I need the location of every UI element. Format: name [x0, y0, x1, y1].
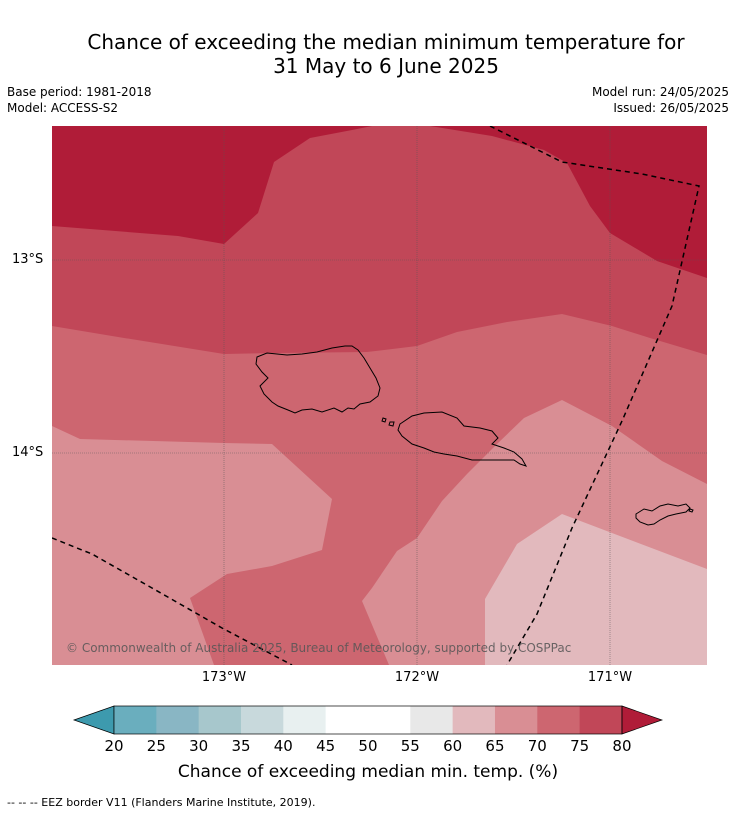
colorbar-cell: [579, 706, 623, 734]
meta-right: Model run: 24/05/2025 Issued: 26/05/2025: [592, 84, 729, 116]
colorbar-cell: [114, 706, 157, 734]
colorbar: [72, 705, 664, 735]
colorbar-tick-label: 60: [443, 737, 463, 755]
copyright-notice: © Commonwealth of Australia 2025, Bureau…: [66, 641, 572, 655]
colorbar-tick-label: 65: [485, 737, 505, 755]
colorbar-tick-label: 70: [527, 737, 547, 755]
eez-border: [52, 126, 700, 665]
colorbar-cell: [537, 706, 581, 734]
savaii-island: [255, 345, 381, 414]
colorbar-cell: [452, 706, 496, 734]
colorbar-cell: [156, 706, 200, 734]
colorbar-tick-label: 40: [273, 737, 293, 755]
region-gt-80-east: [430, 126, 707, 278]
model-name: Model: ACCESS-S2: [7, 101, 119, 115]
colorbar-tick-label: 80: [612, 737, 632, 755]
tutuila-island: [635, 503, 691, 526]
map-title: Chance of exceeding the median minimum t…: [0, 30, 736, 78]
colorbar-tick-label: 20: [104, 737, 124, 755]
colorbar-tick-label: 55: [400, 737, 420, 755]
lat-label-13s: 13°S: [12, 252, 44, 267]
colorbar-cell: [410, 706, 454, 734]
lat-label-14s: 14°S: [12, 445, 44, 460]
colorbar-arrow-high: [621, 705, 664, 735]
colorbar-cell: [494, 706, 538, 734]
colorbar-cell: [367, 706, 411, 734]
upolu-island: [397, 411, 528, 467]
colorbar-cell: [283, 706, 327, 734]
title-line-2: 31 May to 6 June 2025: [273, 54, 499, 78]
colorbar-cell: [325, 706, 369, 734]
colorbar-tick-label: 35: [231, 737, 251, 755]
colorbar-cell: [198, 706, 242, 734]
probability-map: [52, 126, 707, 665]
manono-islet: [381, 417, 387, 423]
colorbar-cell: [240, 706, 284, 734]
eez-footnote: -- -- -- EEZ border V11 (Flanders Marine…: [7, 796, 316, 809]
colorbar-tick-label: 25: [146, 737, 166, 755]
colorbar-tick-label: 75: [570, 737, 590, 755]
colorbar-tick-label: 45: [316, 737, 336, 755]
apolima-islet: [388, 421, 395, 427]
model-run: Model run: 24/05/2025: [591, 85, 729, 99]
colorbar-cells: [72, 705, 664, 735]
title-line-1: Chance of exceeding the median minimum t…: [87, 30, 685, 54]
colorbar-outline: [113, 705, 623, 735]
base-period: Base period: 1981-2018: [7, 85, 152, 99]
colorbar-tick-label: 50: [358, 737, 378, 755]
colorbar-tick-label: 30: [189, 737, 209, 755]
meta-left: Base period: 1981-2018 Model: ACCESS-S2: [7, 84, 152, 116]
lon-label-172w: 172°W: [394, 670, 440, 685]
colorbar-label: Chance of exceeding median min. temp. (%…: [177, 762, 559, 782]
lon-label-171w: 171°W: [587, 670, 633, 685]
lon-label-173w: 173°W: [201, 670, 247, 685]
region-gt-80: [52, 126, 372, 244]
issued-date: Issued: 26/05/2025: [613, 101, 729, 115]
coastlines: [255, 345, 694, 526]
aunuu-islet: [688, 508, 694, 513]
colorbar-arrow-low: [72, 705, 115, 735]
